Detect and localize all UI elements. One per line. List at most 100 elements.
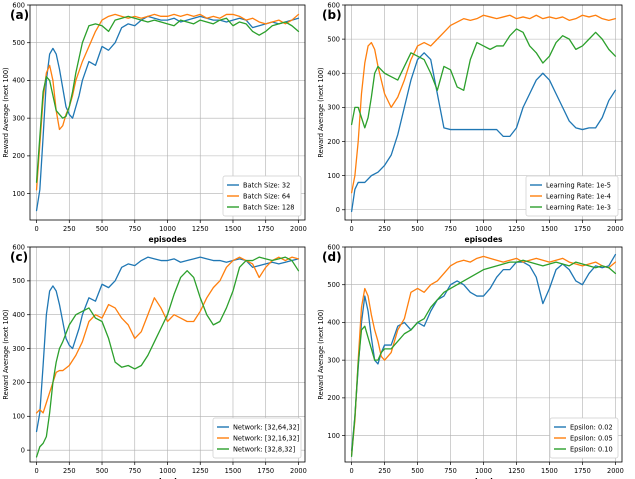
- series-line-2: [350, 255, 617, 456]
- series-line-2: [350, 14, 617, 194]
- x-tick-label: 1500: [541, 225, 558, 233]
- y-tick-label: 100: [12, 190, 25, 198]
- y-tick-label: 500: [327, 281, 340, 289]
- y-tick-label: 0: [21, 446, 25, 454]
- x-tick-label: 2000: [607, 467, 624, 475]
- x-tick-label: 250: [63, 467, 76, 475]
- series-line-3: [350, 28, 617, 129]
- legend-entry: Batch Size: 64: [243, 192, 290, 200]
- y-tick-label: 200: [327, 394, 340, 402]
- x-tick-label: 1750: [574, 225, 591, 233]
- legend-box: [222, 175, 302, 217]
- x-tick-label: 1000: [475, 467, 492, 475]
- y-tick-label: 400: [327, 319, 340, 327]
- legend-box: [549, 417, 619, 459]
- panel-2: 0 250 500 750 1000 1250 1500 1750 2000 0 100 200 300…: [317, 1, 624, 244]
- legend-box: [212, 417, 302, 459]
- x-tick-label: 1000: [159, 467, 176, 475]
- legend-entry: Network: [32,8,32]: [233, 445, 295, 453]
- x-tick-label: 2000: [290, 225, 307, 233]
- x-tick-label: 750: [444, 467, 457, 475]
- y-tick-label: 300: [327, 356, 340, 364]
- x-tick-label: 2000: [607, 225, 624, 233]
- y-tick-label: 300: [327, 104, 340, 112]
- x-tick-label: 1250: [192, 467, 209, 475]
- x-axis-label: episodes: [464, 477, 503, 479]
- series-line-3: [35, 256, 300, 458]
- x-tick-label: 0: [34, 225, 38, 233]
- legend-entry: Epsilon: 0.10: [570, 445, 613, 453]
- x-tick-label: 1250: [192, 225, 209, 233]
- legend-entry: Epsilon: 0.02: [570, 423, 613, 431]
- y-tick-label: 300: [12, 345, 25, 353]
- x-tick-label: 250: [63, 225, 76, 233]
- x-tick-label: 500: [411, 467, 424, 475]
- x-tick-label: 1750: [257, 467, 274, 475]
- series-line-2: [35, 13, 300, 191]
- y-tick-label: 600: [12, 1, 25, 9]
- x-tick-label: 250: [378, 467, 391, 475]
- legend-entry: Learning Rate: 1e-3: [546, 203, 611, 211]
- legend-entry: Epsilon: 0.05: [570, 434, 613, 442]
- legend-entry: Learning Rate: 1e-5: [546, 181, 611, 189]
- legend-entry: Learning Rate: 1e-4: [546, 192, 611, 200]
- x-axis-label: episodes: [464, 235, 503, 244]
- y-tick-label: 500: [12, 277, 25, 285]
- legend: Epsilon: 0.02 Epsilon: 0.05 Epsilon: 0.10: [549, 417, 619, 459]
- series-line-3: [350, 259, 617, 457]
- y-tick-label: 500: [327, 35, 340, 43]
- panel-label: (b): [322, 8, 342, 22]
- x-tick-label: 1750: [257, 225, 274, 233]
- x-tick-label: 1500: [541, 467, 558, 475]
- series-line-1: [350, 52, 617, 213]
- y-tick-label: 200: [12, 379, 25, 387]
- x-axis-label: episodes: [148, 477, 187, 479]
- y-axis-label: Reward Average (next 100): [2, 309, 10, 399]
- y-tick-label: 0: [336, 206, 340, 214]
- legend-box: [525, 175, 619, 217]
- y-tick-label: 400: [12, 77, 25, 85]
- y-tick-label: 100: [327, 432, 340, 440]
- series-line-2: [35, 256, 300, 414]
- series-line-1: [35, 15, 300, 212]
- x-tick-label: 1000: [159, 225, 176, 233]
- y-tick-label: 300: [12, 114, 25, 122]
- y-tick-label: 100: [12, 413, 25, 421]
- x-tick-label: 500: [411, 225, 424, 233]
- panel-label: (a): [10, 8, 29, 22]
- x-tick-label: 750: [128, 225, 141, 233]
- x-tick-label: 2000: [290, 467, 307, 475]
- y-tick-label: 500: [12, 39, 25, 47]
- panel-1: 0 250 500 750 1000 1250 1500 1750 2000 100 200 300 4…: [2, 1, 307, 244]
- y-tick-label: 400: [12, 311, 25, 319]
- x-tick-label: 500: [96, 467, 109, 475]
- y-tick-label: 600: [12, 243, 25, 251]
- y-tick-label: 200: [327, 138, 340, 146]
- x-tick-label: 1500: [225, 467, 242, 475]
- legend: Learning Rate: 1e-5 Learning Rate: 1e-4 Le…: [525, 175, 619, 217]
- panel-label: (d): [322, 250, 342, 264]
- panel-3: 0 250 500 750 1000 1250 1500 1750 2000 0 100 200 300…: [2, 243, 307, 479]
- legend: Network: [32,64,32] Network: [32,16,32] Ne…: [212, 417, 302, 459]
- y-axis-label: Reward Average (next 100): [317, 309, 325, 399]
- x-tick-label: 0: [349, 467, 353, 475]
- x-tick-label: 1750: [574, 467, 591, 475]
- legend-entry: Batch Size: 128: [243, 203, 295, 211]
- x-tick-label: 500: [96, 225, 109, 233]
- legend-entry: Network: [32,16,32]: [233, 434, 299, 442]
- x-tick-label: 1250: [508, 225, 525, 233]
- panel-4: 0 250 500 750 1000 1250 1500 1750 2000 100 200 300 4…: [317, 243, 624, 479]
- x-tick-label: 750: [128, 467, 141, 475]
- x-tick-label: 1500: [225, 225, 242, 233]
- series-line-1: [350, 253, 617, 452]
- y-tick-label: 400: [327, 70, 340, 78]
- x-tick-label: 250: [378, 225, 391, 233]
- series-line-3: [35, 15, 300, 183]
- y-tick-label: 600: [327, 1, 340, 9]
- y-tick-label: 600: [327, 243, 340, 251]
- x-tick-label: 0: [349, 225, 353, 233]
- y-tick-label: 200: [12, 152, 25, 160]
- panel-label: (c): [10, 250, 28, 264]
- legend-entry: Network: [32,64,32]: [233, 423, 299, 431]
